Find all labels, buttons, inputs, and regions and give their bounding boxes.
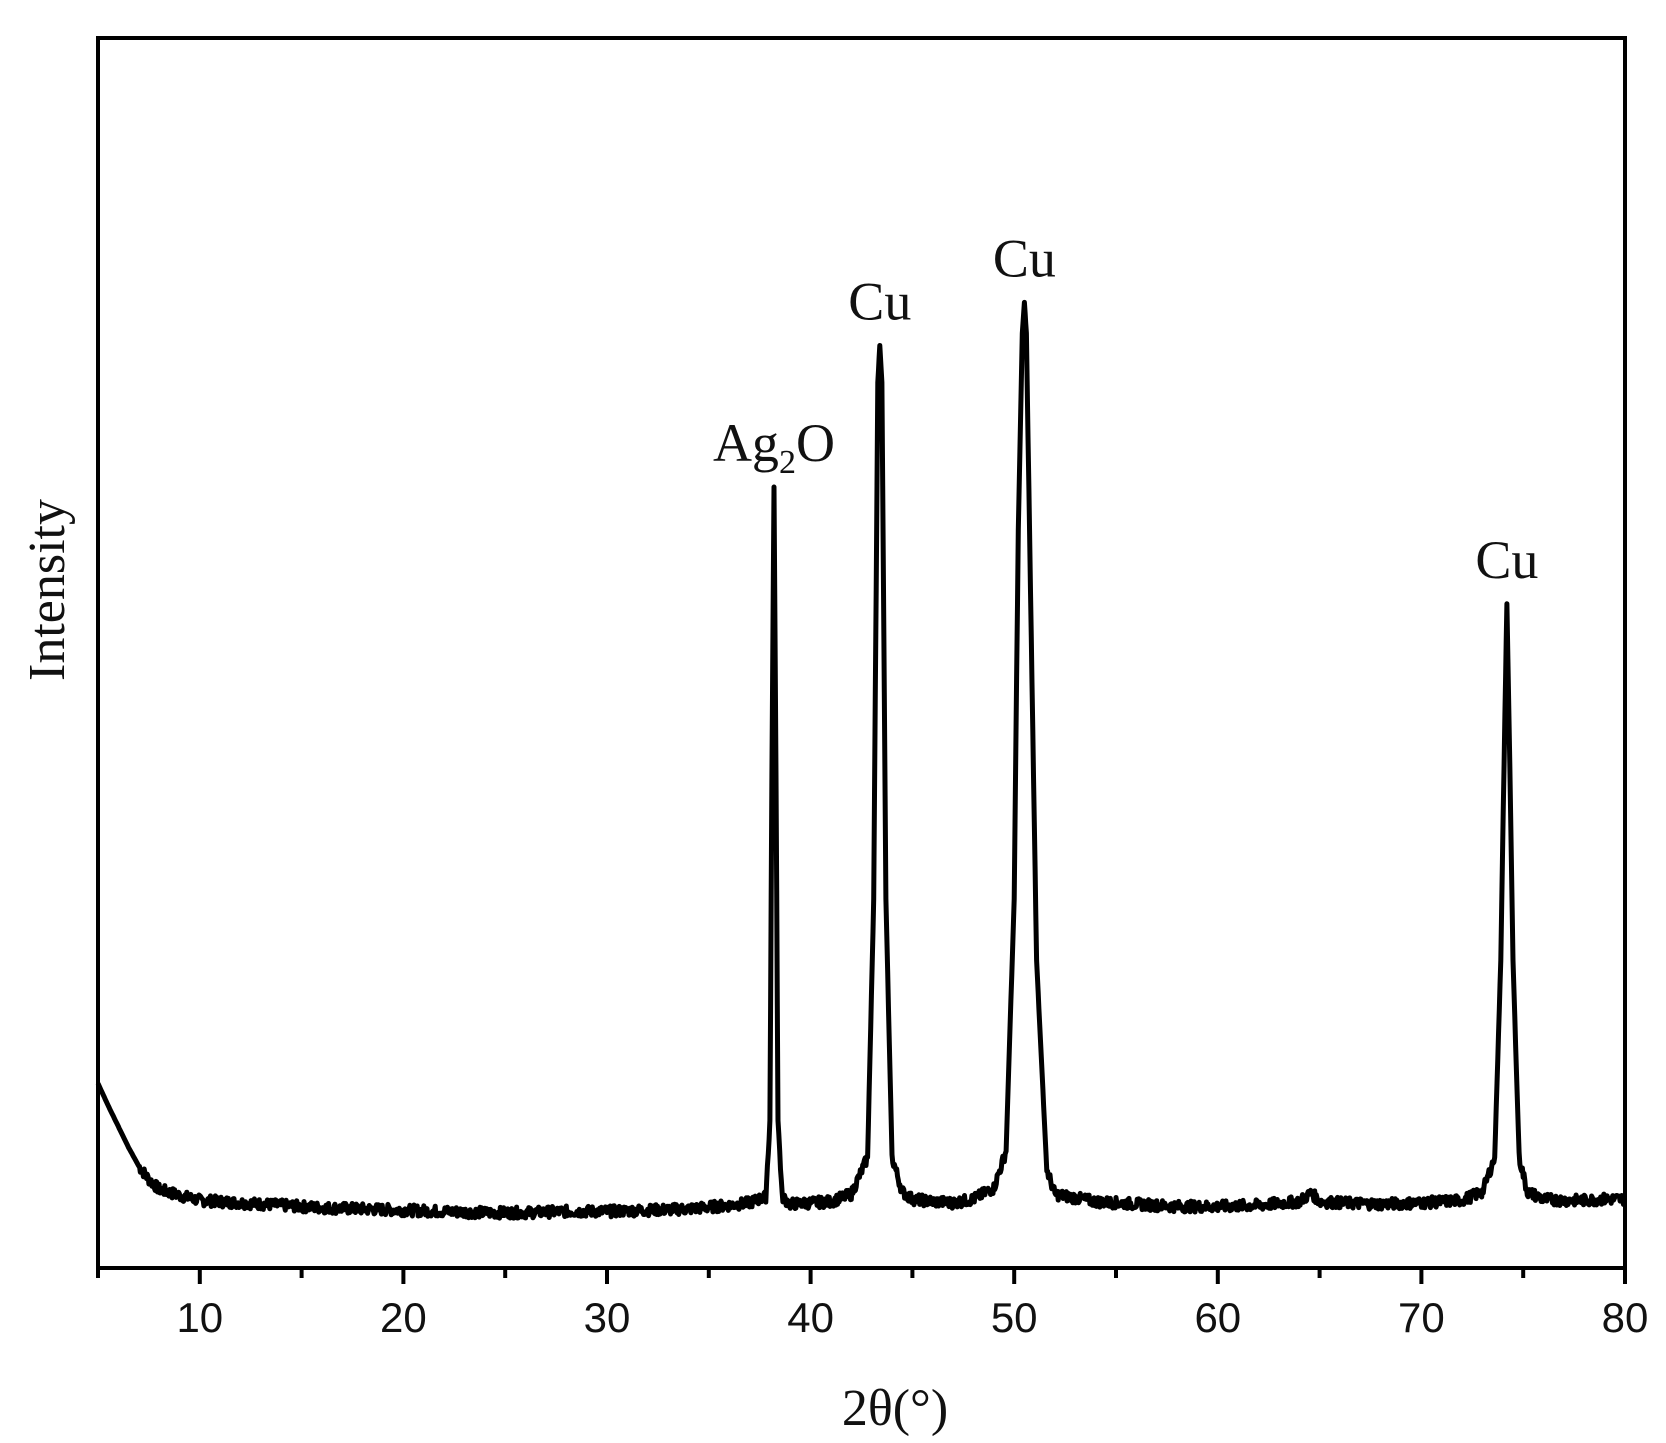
x-tick-label: 20 <box>380 1294 427 1341</box>
x-tick-label: 70 <box>1398 1294 1445 1341</box>
plot-frame <box>96 36 1627 1270</box>
y-axis-title: Intensity <box>19 499 76 681</box>
x-tick-label: 30 <box>584 1294 631 1341</box>
x-axis-tick-labels: 10 20 30 40 50 60 70 80 <box>176 1294 1648 1341</box>
peak-label: Cu <box>848 272 911 332</box>
x-axis-ticks <box>96 1268 1627 1284</box>
x-tick-label: 10 <box>176 1294 223 1341</box>
peak-label: Cu <box>993 228 1056 288</box>
x-tick-label: 40 <box>787 1294 834 1341</box>
series-line <box>95 299 1628 1221</box>
x-tick-label: 60 <box>1194 1294 1241 1341</box>
peak-label: Cu <box>1475 530 1538 590</box>
x-tick-label: 50 <box>991 1294 1038 1341</box>
x-tick-label: 80 <box>1602 1294 1649 1341</box>
peak-annotations: Ag2O Cu Cu Cu <box>713 228 1538 589</box>
x-axis-title: 2θ(°) <box>842 1380 948 1437</box>
peak-label: Ag2O <box>713 413 835 481</box>
